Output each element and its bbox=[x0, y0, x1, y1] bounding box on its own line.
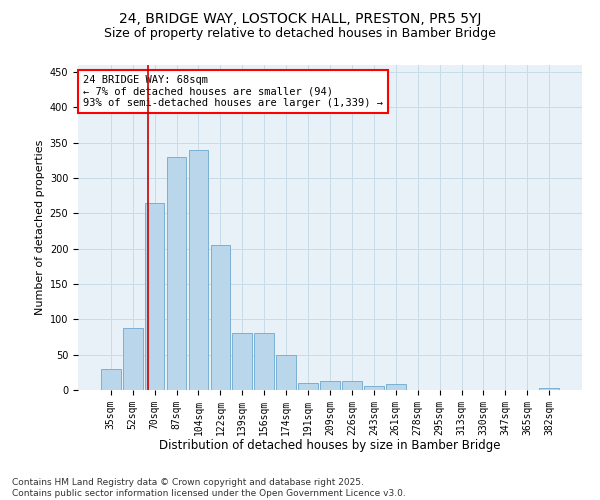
Bar bbox=[386, 384, 406, 390]
Bar bbox=[342, 381, 362, 390]
Bar bbox=[101, 369, 121, 390]
X-axis label: Distribution of detached houses by size in Bamber Bridge: Distribution of detached houses by size … bbox=[159, 439, 501, 452]
Bar bbox=[320, 381, 340, 390]
Bar bbox=[167, 157, 187, 390]
Y-axis label: Number of detached properties: Number of detached properties bbox=[35, 140, 46, 315]
Text: 24, BRIDGE WAY, LOSTOCK HALL, PRESTON, PR5 5YJ: 24, BRIDGE WAY, LOSTOCK HALL, PRESTON, P… bbox=[119, 12, 481, 26]
Bar bbox=[364, 386, 384, 390]
Bar bbox=[145, 203, 164, 390]
Bar bbox=[298, 383, 318, 390]
Bar bbox=[254, 334, 274, 390]
Text: Size of property relative to detached houses in Bamber Bridge: Size of property relative to detached ho… bbox=[104, 28, 496, 40]
Text: 24 BRIDGE WAY: 68sqm
← 7% of detached houses are smaller (94)
93% of semi-detach: 24 BRIDGE WAY: 68sqm ← 7% of detached ho… bbox=[83, 74, 383, 108]
Bar bbox=[188, 150, 208, 390]
Text: Contains HM Land Registry data © Crown copyright and database right 2025.
Contai: Contains HM Land Registry data © Crown c… bbox=[12, 478, 406, 498]
Bar bbox=[211, 245, 230, 390]
Bar bbox=[276, 354, 296, 390]
Bar bbox=[232, 334, 252, 390]
Bar bbox=[539, 388, 559, 390]
Bar bbox=[123, 328, 143, 390]
